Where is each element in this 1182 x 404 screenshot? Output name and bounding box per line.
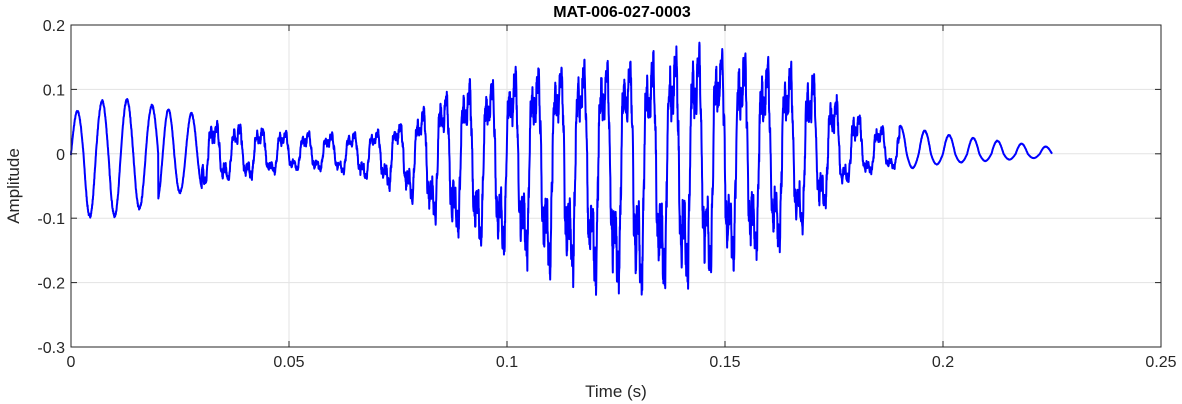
chart-title: MAT-006-027-0003 — [553, 4, 691, 21]
signal-trace — [70, 41, 1053, 296]
y-axis-ticks: -0.3 -0.2 -0.1 0 0.1 0.2 — [37, 18, 1161, 357]
x-tick-label: 0.25 — [1145, 354, 1176, 371]
y-axis-label: Amplitude — [4, 148, 23, 224]
y-tick-label: -0.2 — [37, 276, 65, 293]
y-tick-label: 0 — [56, 147, 65, 164]
y-tick-label: 0.2 — [43, 18, 65, 35]
x-tick-label: 0.1 — [496, 354, 518, 371]
x-axis-label: Time (s) — [585, 382, 647, 401]
x-axis-ticks: 0 0.05 0.1 0.15 0.2 0.25 — [67, 25, 1177, 371]
y-tick-label: -0.1 — [37, 211, 65, 228]
x-tick-label: 0.05 — [273, 354, 304, 371]
x-tick-label: 0 — [67, 354, 76, 371]
x-tick-label: 0.2 — [932, 354, 954, 371]
plot-area-frame — [70, 24, 1162, 348]
y-tick-label: -0.3 — [37, 340, 65, 357]
signal-layer — [70, 41, 1053, 296]
y-tick-label: 0.1 — [43, 82, 65, 99]
x-tick-label: 0.15 — [709, 354, 740, 371]
